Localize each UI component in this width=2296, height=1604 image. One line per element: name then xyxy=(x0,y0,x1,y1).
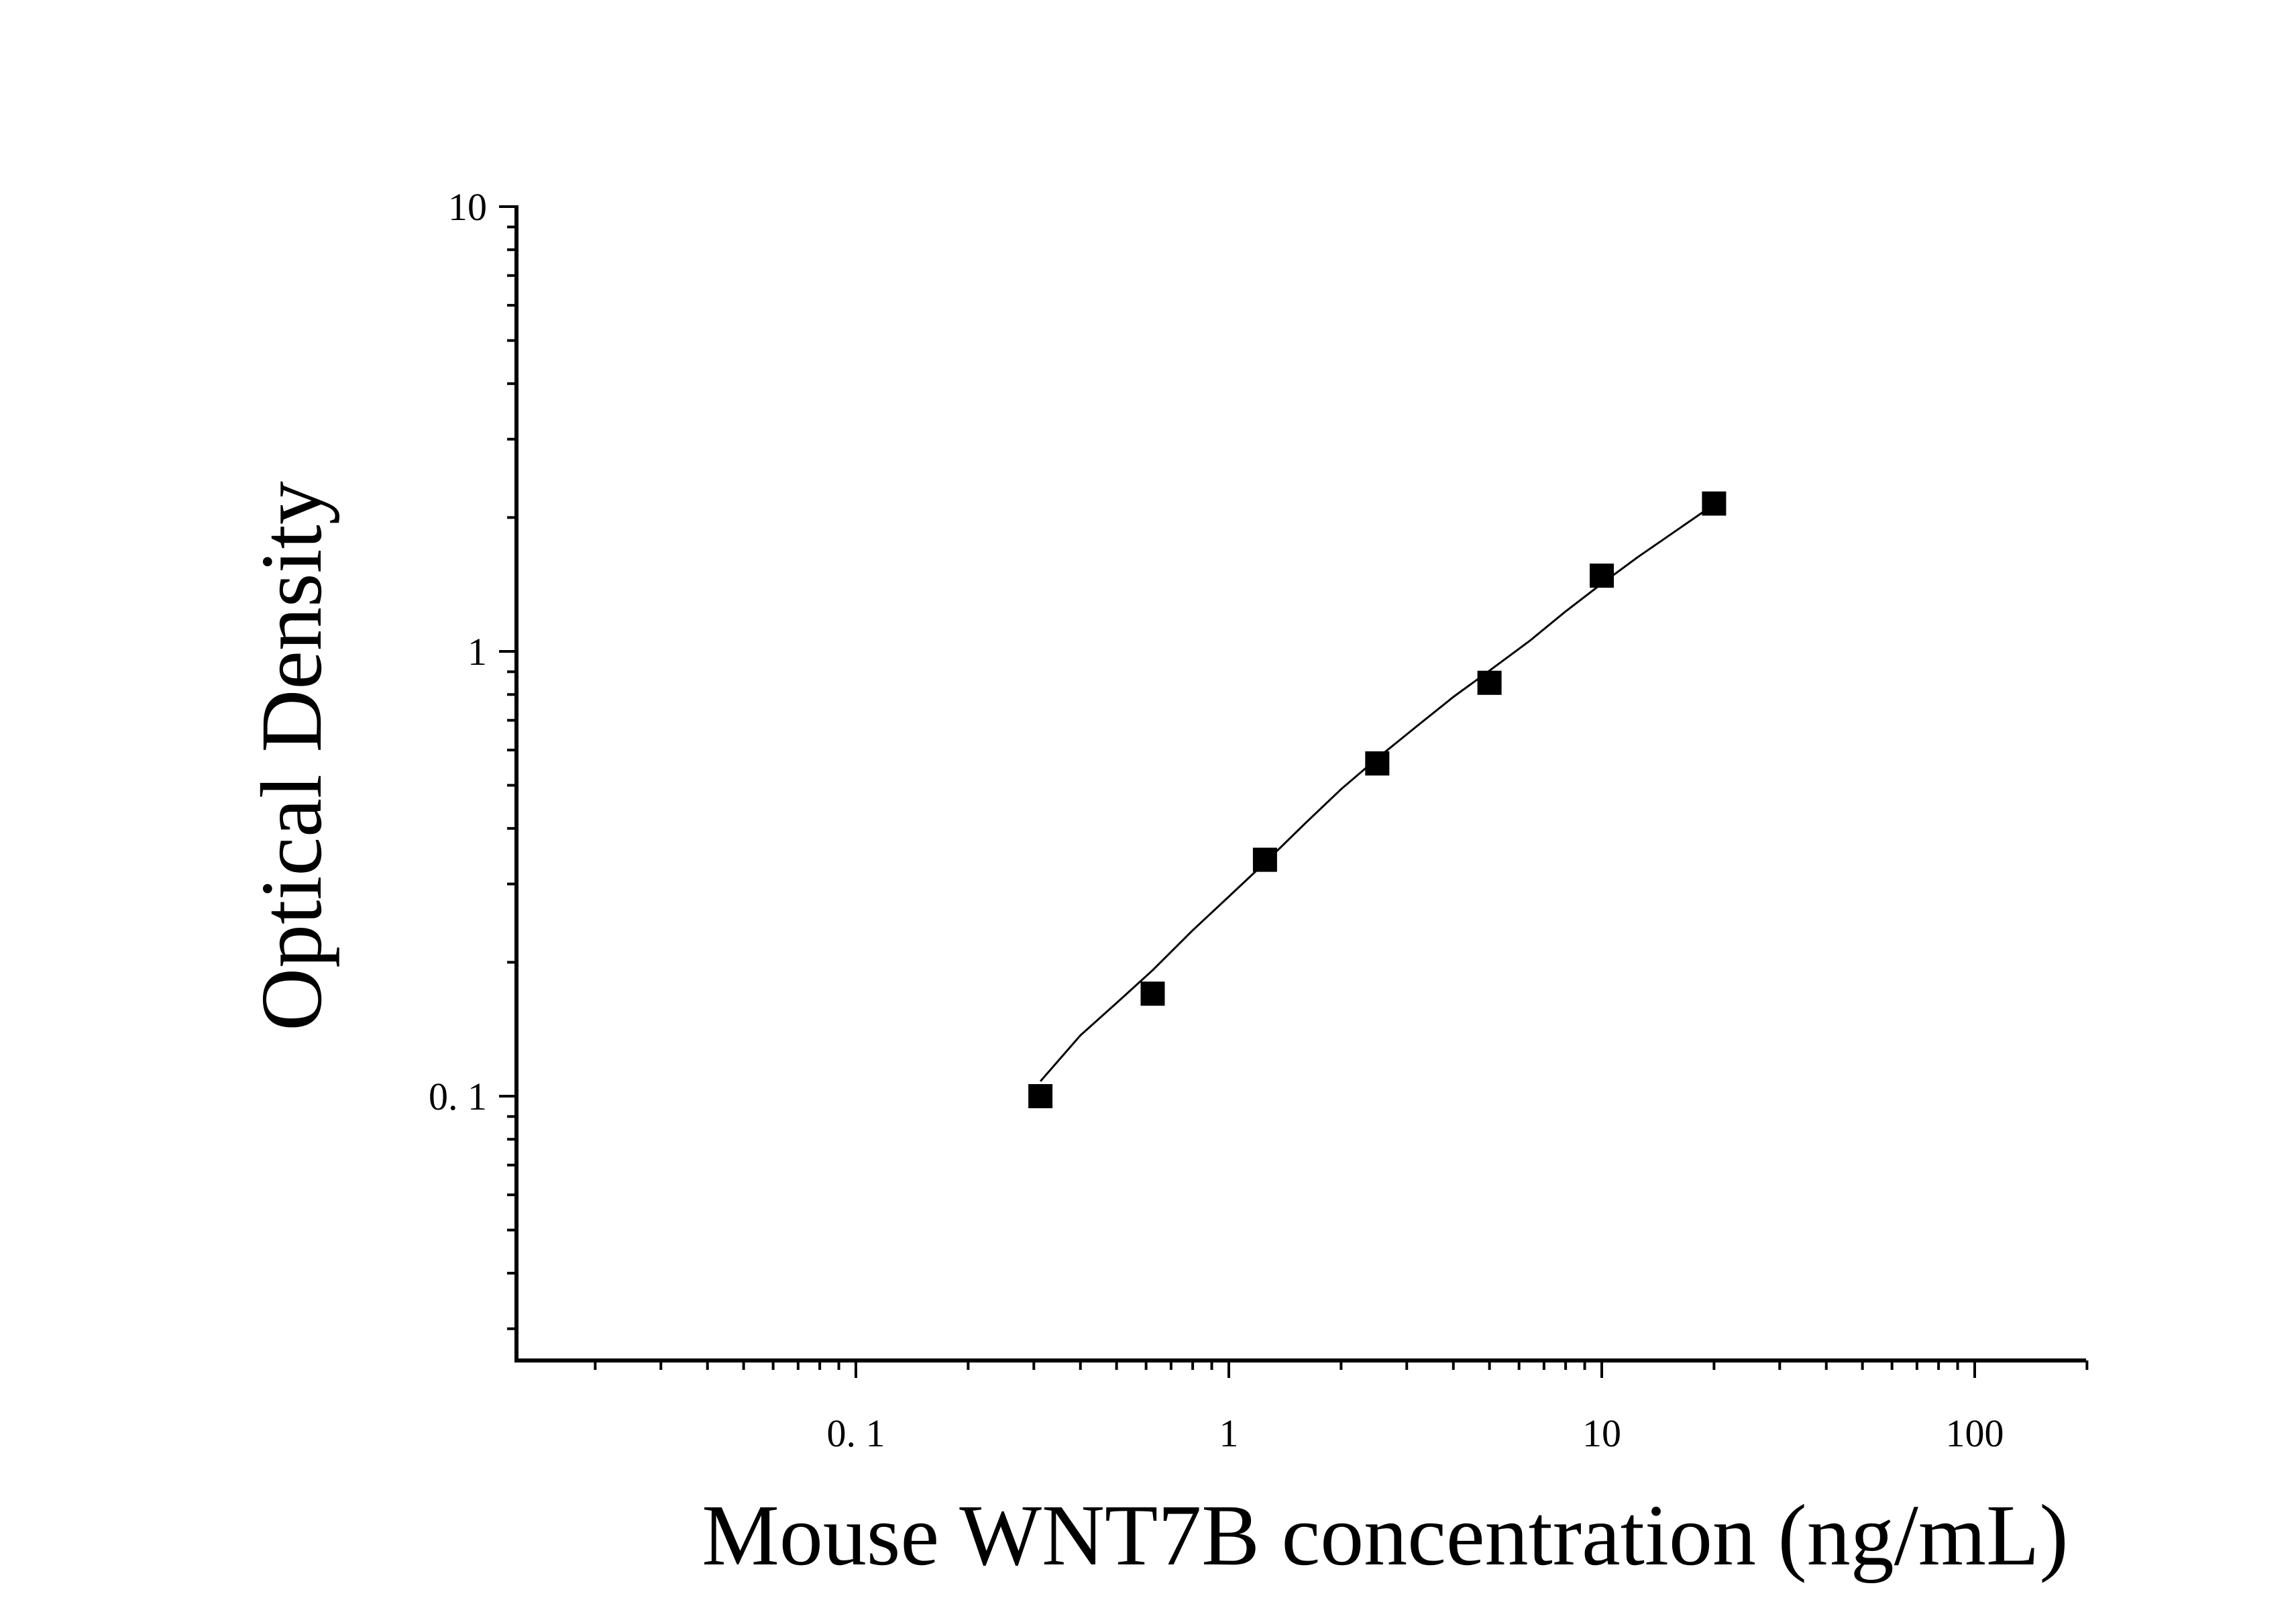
data-point xyxy=(1590,564,1614,588)
x-tick-label: 1 xyxy=(1219,1411,1239,1455)
data-point xyxy=(1365,751,1390,776)
data-point xyxy=(1702,491,1727,516)
x-axis-title: Mouse WNT7B concentration (ng/mL) xyxy=(702,1487,2068,1584)
data-point xyxy=(1140,981,1165,1006)
tick-labels: 0. 1 1 10 100 0. 1 1 10 xyxy=(429,185,2004,1455)
data-point xyxy=(1477,670,1502,695)
data-point xyxy=(1252,847,1277,872)
y-axis-title: Optical Density xyxy=(243,481,340,1031)
y-tick-label: 0. 1 xyxy=(429,1075,487,1118)
y-tick-label: 1 xyxy=(468,630,487,674)
x-tick-label: 10 xyxy=(1582,1411,1621,1455)
ticks xyxy=(499,205,2089,1378)
x-tick-label: 0. 1 xyxy=(827,1411,885,1455)
data-points xyxy=(1028,491,1727,1108)
x-tick-label: 100 xyxy=(1946,1411,2004,1455)
axes xyxy=(514,205,2086,1362)
data-point xyxy=(1028,1084,1053,1108)
y-tick-label: 10 xyxy=(448,185,487,229)
